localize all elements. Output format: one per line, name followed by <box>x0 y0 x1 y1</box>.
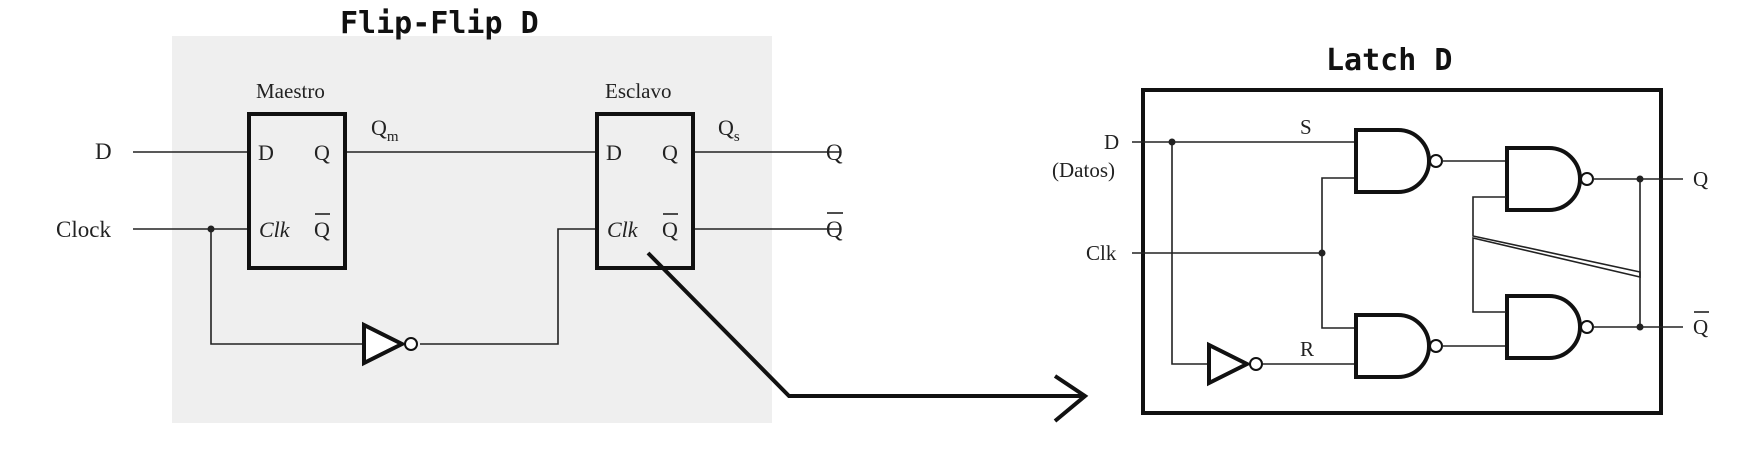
slave-latch-block <box>595 112 695 270</box>
latch-output-q-label: Q <box>1693 167 1708 191</box>
slave-title: Esclavo <box>605 79 671 103</box>
qm-label: Qm <box>371 115 399 145</box>
master-pin-d: D <box>258 140 274 165</box>
zoom-arrow-head <box>1053 374 1089 423</box>
latch-title: Latch D <box>1326 43 1452 78</box>
flipflop-background-panel <box>172 36 772 423</box>
latch-feedback-qbar-to-q-gate <box>1472 196 1641 327</box>
qs-label: Qs <box>718 115 740 145</box>
slave-pin-q: Q <box>662 140 678 165</box>
nand-gate-r <box>1354 313 1431 379</box>
nand-gate-q <box>1505 146 1582 212</box>
nand-gate-qbar-bubble <box>1580 320 1594 334</box>
nand-gate-s <box>1354 128 1431 194</box>
slave-pin-qbar: Q <box>662 217 678 242</box>
flipflop-input-clock-label: Clock <box>56 217 111 242</box>
latch-label-r: R <box>1300 337 1314 361</box>
latch-frame <box>1141 88 1663 415</box>
latch-output-qbar-label: Q <box>1693 315 1708 339</box>
latch-input-d-label: D <box>1104 130 1119 154</box>
master-pin-q: Q <box>314 140 330 165</box>
latch-wire-d-to-inverter <box>1171 142 1209 365</box>
slave-pin-clk: Clk <box>607 217 639 242</box>
wire-inverter-to-slave-clk <box>420 228 597 345</box>
master-title: Maestro <box>256 79 325 103</box>
master-pin-clk: Clk <box>259 217 291 242</box>
latch-wire-clk-to-s-gate <box>1321 177 1355 329</box>
clock-inverter-bubble <box>404 337 418 351</box>
clock-inverter-triangle <box>362 321 407 367</box>
latch-data-inverter-bubble <box>1249 357 1263 371</box>
latch-label-s: S <box>1300 115 1312 139</box>
nand-gate-s-bubble <box>1429 154 1443 168</box>
latch-data-inverter-triangle <box>1207 341 1252 387</box>
nand-gate-r-bubble <box>1429 339 1443 353</box>
latch-feedback-q-to-qbar-gate <box>1472 179 1641 313</box>
slave-pin-d: D <box>606 140 622 165</box>
master-latch-block <box>247 112 347 270</box>
nand-gate-q-bubble <box>1580 172 1594 186</box>
master-pin-qbar: Q <box>314 217 330 242</box>
flipflop-title: Flip-Flip D <box>340 6 539 41</box>
zoom-arrow-line <box>646 251 1085 398</box>
flipflop-output-qbar-label: Q <box>826 217 843 242</box>
wire-clock-to-inverter <box>210 229 364 345</box>
latch-input-d-note: (Datos) <box>1052 158 1115 182</box>
flipflop-output-q-label: Q <box>826 140 843 165</box>
nand-gate-qbar <box>1505 294 1582 360</box>
flipflop-input-d-label: D <box>95 139 112 164</box>
latch-input-clk-label: Clk <box>1086 241 1117 265</box>
